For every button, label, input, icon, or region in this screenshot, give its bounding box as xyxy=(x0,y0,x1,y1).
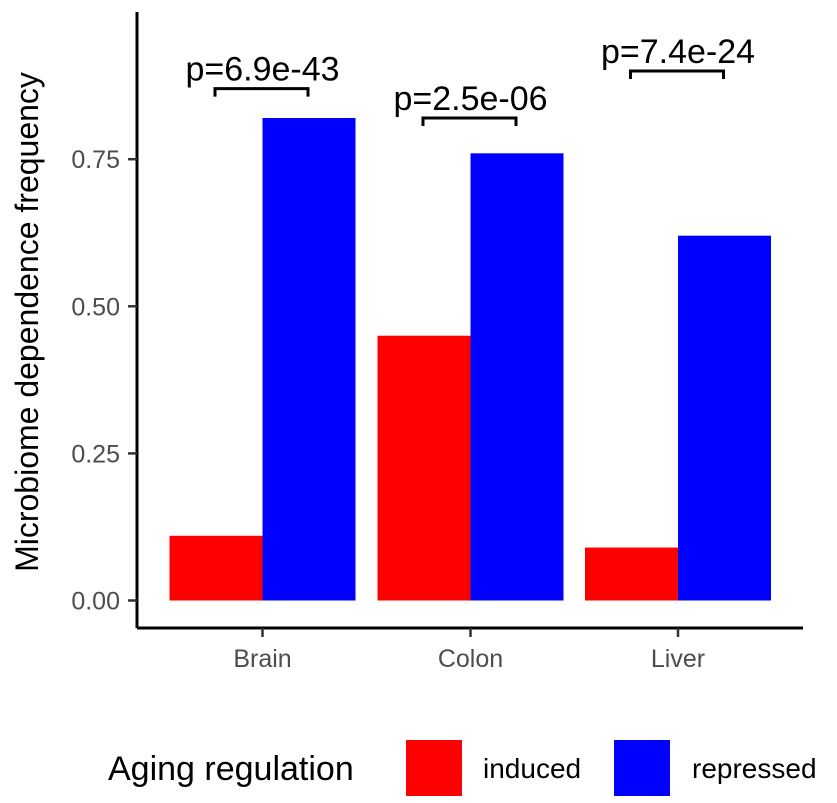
bar-brain-induced xyxy=(169,535,263,601)
legend-label-repressed: repressed xyxy=(692,753,817,784)
bar-liver-induced xyxy=(585,547,678,601)
x-tick-label-colon: Colon xyxy=(438,645,503,673)
legend-swatch-repressed xyxy=(614,740,670,796)
legend-swatch-induced xyxy=(406,740,462,796)
y-tick-label: 0.50 xyxy=(71,293,120,321)
significance-bracket-brain xyxy=(213,87,310,97)
x-tick-label-brain: Brain xyxy=(233,645,291,673)
legend-label-induced: induced xyxy=(483,753,581,784)
y-tick-label: 0.75 xyxy=(71,146,120,174)
y-axis-title: Microbiome dependence frequency xyxy=(9,72,45,572)
p-value-label-liver: p=7.4e-24 xyxy=(601,33,755,71)
legend: Aging regulation induced repressed xyxy=(108,740,817,796)
significance-bracket-colon xyxy=(421,116,518,127)
x-ticks: Brain Colon Liver xyxy=(233,628,705,673)
bar-colon-induced xyxy=(377,335,471,601)
annotations-layer: p=6.9e-43 p=2.5e-06 p=7.4e-24 xyxy=(185,33,755,127)
bar-brain-repressed xyxy=(262,118,356,601)
p-value-label-colon: p=2.5e-06 xyxy=(393,80,547,118)
p-value-label-brain: p=6.9e-43 xyxy=(185,51,339,89)
bar-liver-repressed xyxy=(678,235,771,601)
y-ticks: 0.00 0.25 0.50 0.75 xyxy=(71,146,137,616)
legend-title: Aging regulation xyxy=(108,750,354,788)
y-tick-label: 0.00 xyxy=(71,588,120,616)
bars-layer xyxy=(169,118,771,601)
y-tick-label: 0.25 xyxy=(71,440,120,468)
bar-colon-repressed xyxy=(470,153,564,601)
x-tick-label-liver: Liver xyxy=(651,645,705,673)
significance-bracket-liver xyxy=(629,69,725,79)
